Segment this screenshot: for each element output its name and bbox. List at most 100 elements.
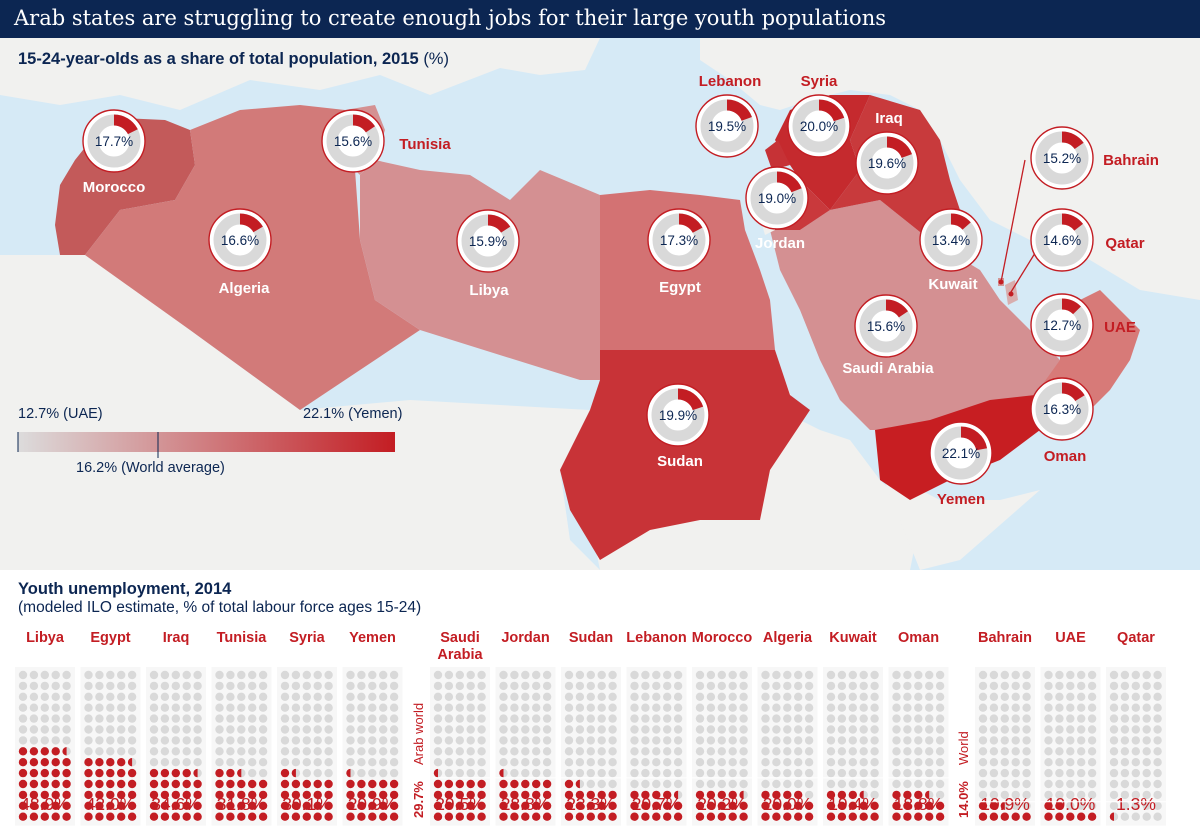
dot-filled	[695, 801, 705, 810]
donut-share-arc	[776, 171, 802, 193]
dot-empty	[914, 779, 923, 789]
dot-empty	[826, 747, 836, 756]
dot-empty	[859, 758, 868, 767]
dot-filled	[106, 768, 115, 778]
dot-empty	[444, 681, 454, 691]
dot-empty	[117, 703, 126, 712]
dot-empty	[663, 758, 672, 767]
dot-empty	[717, 670, 726, 680]
dot-empty	[706, 714, 716, 723]
dot-empty	[935, 736, 945, 745]
dot-empty	[433, 758, 443, 767]
dot-empty	[248, 758, 257, 767]
dot-empty	[903, 681, 912, 691]
dot-empty	[226, 692, 235, 701]
dot-empty	[739, 681, 748, 691]
dot-empty	[575, 714, 585, 723]
dot-empty	[346, 692, 355, 701]
dot-empty	[575, 768, 585, 778]
dot-empty	[389, 692, 399, 701]
dot-filled	[84, 801, 93, 810]
dot-empty	[521, 725, 530, 734]
dot-filled	[826, 801, 836, 810]
dot-filled	[914, 812, 923, 821]
dot-empty	[1153, 768, 1162, 778]
title-bar: Arab states are struggling to create eno…	[0, 0, 1200, 38]
dot-empty	[280, 670, 290, 680]
dot-empty	[1109, 681, 1119, 691]
dot-empty	[794, 670, 803, 680]
dot-filled	[280, 779, 290, 789]
donut-value-label: 19.0%	[758, 191, 796, 206]
dot-filled	[466, 779, 475, 789]
dot-empty	[641, 670, 650, 680]
dot-empty	[499, 681, 508, 691]
dot-empty	[389, 670, 399, 680]
dot-empty	[673, 681, 683, 691]
dot-empty	[62, 725, 71, 734]
dot-empty	[1011, 790, 1020, 800]
dot-empty	[925, 768, 934, 778]
dot-empty	[772, 725, 781, 734]
dot-empty	[51, 692, 60, 701]
dot-empty	[444, 703, 454, 712]
dot-empty	[499, 670, 508, 680]
column-name-line: Saudi	[440, 630, 479, 646]
dot-filled	[29, 790, 39, 800]
dot-filled	[859, 812, 868, 821]
dot-empty	[477, 725, 486, 734]
dot-empty	[127, 681, 137, 691]
dot-empty	[1044, 692, 1053, 701]
dot-partial-fill	[237, 768, 242, 778]
dot-filled	[324, 812, 333, 821]
dot-empty	[848, 681, 857, 691]
dot-empty	[848, 768, 857, 778]
dot-filled	[226, 779, 235, 789]
dot-empty	[324, 703, 333, 712]
dot-empty	[302, 758, 311, 767]
dot-empty	[564, 747, 574, 756]
dot-filled	[193, 801, 202, 810]
page-title: Arab states are struggling to create eno…	[14, 6, 886, 30]
dot-filled	[127, 812, 137, 821]
dot-empty	[783, 681, 792, 691]
dot-filled	[761, 790, 770, 800]
dot-empty	[783, 703, 792, 712]
legend-gradient-bar	[18, 432, 395, 452]
dot-empty	[663, 681, 672, 691]
dot-filled	[357, 790, 366, 800]
dot-empty	[1000, 790, 1009, 800]
dot-empty	[84, 670, 93, 680]
dot-empty	[532, 670, 541, 680]
dot-empty	[859, 681, 868, 691]
dot-empty	[1066, 692, 1075, 701]
dot-empty	[772, 703, 781, 712]
dot-empty	[248, 725, 257, 734]
dot-empty	[597, 747, 606, 756]
dot-filled	[368, 801, 377, 810]
dot-filled	[346, 790, 355, 800]
dot-filled	[433, 779, 443, 789]
dot-filled	[226, 790, 235, 800]
column-value-label: 48.9%	[20, 794, 70, 814]
dot-empty	[717, 779, 726, 789]
dot-empty	[95, 736, 104, 745]
dot-empty	[149, 758, 159, 767]
dot-empty	[95, 692, 104, 701]
dot-empty	[499, 747, 508, 756]
dot-empty	[433, 714, 443, 723]
dot-filled	[586, 801, 595, 810]
dot-empty	[1153, 714, 1162, 723]
donut-share-arc	[352, 114, 376, 133]
dot-empty	[935, 670, 945, 680]
dot-filled	[663, 801, 672, 810]
dot-empty	[1109, 725, 1119, 734]
dot-empty	[978, 768, 988, 778]
dot-empty	[455, 670, 464, 680]
dot-empty	[914, 747, 923, 756]
dot-filled	[346, 812, 355, 821]
dot-empty	[706, 779, 716, 789]
dot-empty	[455, 758, 464, 767]
dot-empty	[717, 714, 726, 723]
dot-empty	[739, 692, 748, 701]
